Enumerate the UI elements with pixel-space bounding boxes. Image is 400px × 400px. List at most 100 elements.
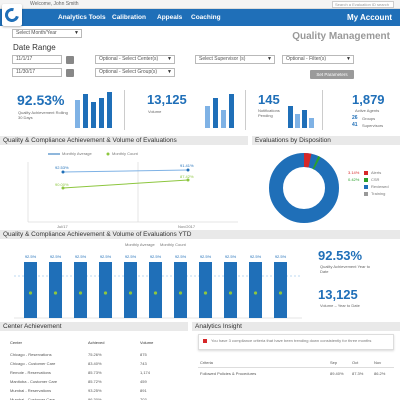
ytd-count-point [53, 291, 58, 295]
mini-bar [75, 100, 80, 128]
center-select[interactable]: Optional - Select Center(s) ▼ [95, 55, 175, 64]
ytd-bar-label: 92.5% [200, 254, 212, 259]
chevron-down-icon: ▼ [74, 30, 79, 36]
nav-calibration[interactable]: Calibration [112, 14, 146, 21]
group-select-value: Optional - Select Group(s) [99, 69, 158, 75]
insight-row-criteria[interactable]: Followed Policies & Procedures [200, 371, 257, 376]
ytd-count-point [78, 291, 83, 295]
app-logo[interactable] [2, 4, 22, 26]
point-label: 90.00% [55, 182, 69, 187]
ytd-bar-label: 92.5% [275, 254, 287, 259]
center-table-cell: 459 [140, 379, 147, 384]
qc-line-chart [27, 152, 238, 223]
center-table-cell: 75.26% [88, 352, 102, 357]
ytd-bar [249, 262, 262, 318]
mini-bar [229, 94, 234, 128]
ytd-bar-label: 92.5% [125, 254, 137, 259]
center-table-header: Achieved [88, 340, 105, 345]
kpi-divider [245, 90, 246, 130]
ytd-count-point [178, 291, 183, 295]
point-label: 91.41% [180, 163, 194, 168]
center-table-header: Volume [140, 340, 154, 345]
nav-appeals[interactable]: Appeals [157, 14, 183, 21]
supervisor-select[interactable]: Select Supervisor (s) ▼ [195, 55, 275, 64]
insight-header-oct: Oct [352, 360, 359, 365]
point-label: 87.42% [180, 174, 194, 179]
center-table-cell: 85.72% [88, 379, 102, 384]
insight-section-header: Analytics Insight [192, 322, 400, 331]
table-divider [198, 367, 394, 368]
my-account-menu[interactable]: My Account [346, 13, 392, 22]
insight-header-nov: Nov [374, 360, 382, 365]
center-section-header: Center Achievement [0, 322, 188, 331]
ytd-count-point [228, 291, 233, 295]
groups-label: Groups [362, 116, 376, 121]
ytd-legend-average: Monthly Average [125, 242, 155, 247]
kpi-divider [124, 90, 125, 130]
month-year-select[interactable]: Select Month/Year ▼ [12, 29, 82, 38]
ytd-bar-label: 92.5% [225, 254, 237, 259]
center-table-cell: Mumbai - Reservations [10, 388, 52, 393]
set-parameters-button[interactable]: Set Parameters [310, 70, 354, 79]
calendar-icon[interactable] [66, 69, 74, 77]
legend-label: Training [371, 191, 386, 196]
chevron-down-icon: ▼ [346, 56, 351, 62]
legend-label-count: Monthly Count [112, 151, 138, 156]
center-table-header: Center [10, 340, 23, 345]
ytd-bar [174, 262, 187, 318]
evaluation-search-input[interactable]: Search a Evaluation ID search [332, 1, 394, 8]
center-table-cell: 743 [140, 361, 147, 366]
month-select-value: Select Month/Year [16, 30, 57, 36]
center-table-cell: 875 [140, 352, 147, 357]
group-select[interactable]: Optional - Select Group(s) ▼ [95, 68, 175, 77]
ytd-volume-value: 13,125 [318, 287, 358, 302]
filters-select-value: Optional - Filter(s) [286, 56, 327, 62]
data-point [186, 178, 190, 182]
mini-bar [99, 98, 104, 128]
mini-bar [91, 102, 96, 128]
groups-count: 26 [352, 115, 358, 121]
logo-icon [2, 5, 22, 25]
ytd-bar-label: 92.5% [50, 254, 62, 259]
supervisors-label: Supervisors [362, 123, 384, 128]
ytd-bar-label: 92.5% [75, 254, 87, 259]
mini-bar [302, 110, 307, 128]
nav-analytics-tools[interactable]: Analytics Tools [58, 14, 106, 21]
mini-bar [221, 110, 226, 128]
ytd-count-point [128, 291, 133, 295]
mini-bar [295, 114, 300, 128]
insight-row-sep: 89.40% [330, 371, 344, 376]
date-from-input[interactable]: 11/1/17 [12, 55, 62, 64]
filters-select[interactable]: Optional - Filter(s) ▼ [282, 55, 354, 64]
notifications-kpi-label: Notifications Pending [258, 108, 280, 118]
legend-swatch [364, 178, 368, 182]
legend-item: 3.14% Alerts [348, 170, 398, 177]
legend-label: Alerts [371, 170, 382, 175]
nav-coaching[interactable]: Coaching [191, 14, 221, 21]
point-label: 92.53% [55, 165, 69, 170]
insight-header-criteria: Criteria [200, 360, 213, 365]
insight-header-sep: Sep [330, 360, 338, 365]
supervisors-count: 41 [352, 122, 358, 128]
qc-section-header: Quality & Compliance Achievement & Volum… [0, 136, 248, 145]
average-line [62, 169, 189, 173]
calendar-icon[interactable] [66, 56, 74, 64]
volume-kpi-value: 13,125 [147, 92, 187, 107]
x-tick-label: Nov/2017 [178, 224, 196, 229]
ytd-bar [224, 262, 237, 318]
main-navbar: Analytics Tools Calibration Appeals Coac… [0, 9, 400, 26]
ytd-bar-label: 92.5% [175, 254, 187, 259]
center-table-cell: 93.25% [88, 388, 102, 393]
ytd-bar-label: 92.5% [100, 254, 112, 259]
donut-slice-reviewed [269, 153, 339, 223]
chevron-down-icon: ▼ [267, 56, 272, 62]
ytd-bar [49, 262, 62, 318]
ytd-bar [124, 262, 137, 318]
date-range-label: Date Range [13, 43, 56, 52]
center-table-cell: Manitoba - Customer Care [10, 379, 58, 384]
ytd-count-point [203, 291, 208, 295]
center-table-cell: 703 [140, 397, 147, 400]
date-to-input[interactable]: 11/30/17 [12, 68, 62, 77]
ytd-bar-chart: 92.5% 92.5% 92.5% 92.5% 92.5% 92.5% 92.5% 92.5%… [14, 254, 302, 319]
alert-icon [203, 339, 207, 343]
